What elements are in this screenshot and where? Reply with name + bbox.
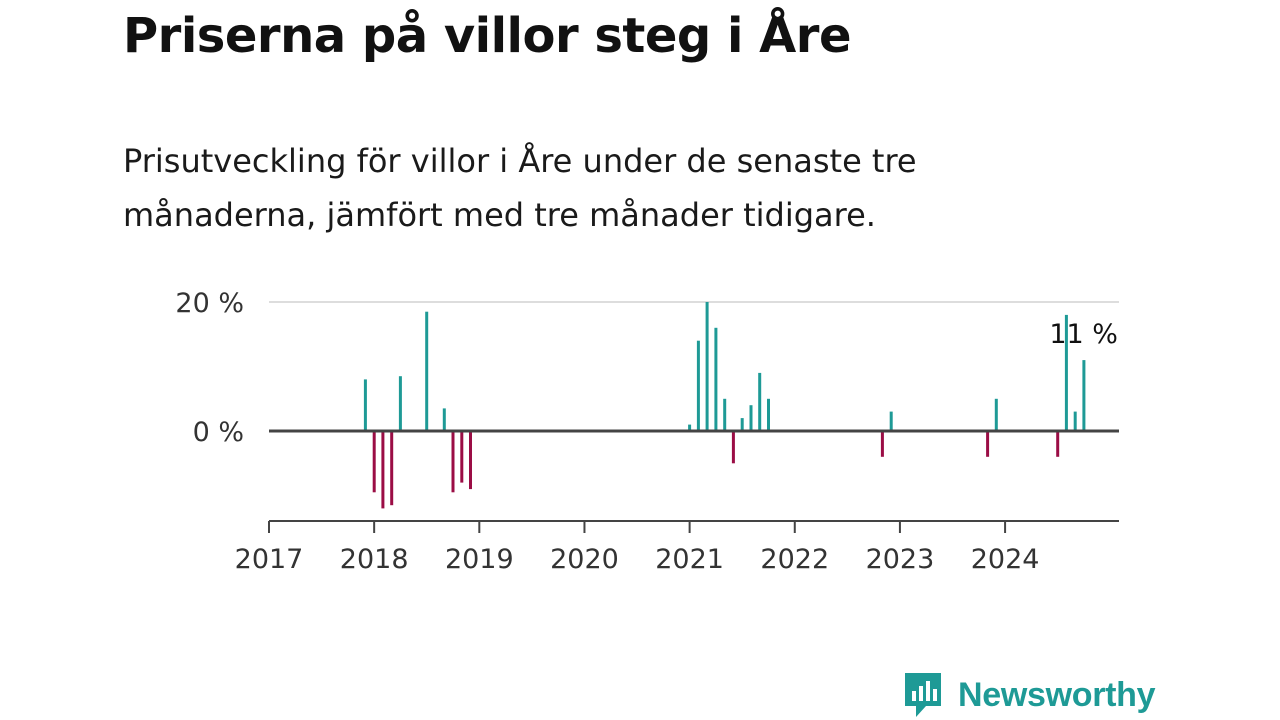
- x-tick-label: 2023: [866, 544, 935, 575]
- x-tick-label: 2022: [760, 544, 829, 575]
- y-tick-label: 0 %: [193, 417, 244, 448]
- bar-positive: [696, 340, 700, 431]
- bar-negative: [460, 431, 464, 483]
- bar-positive: [363, 379, 367, 431]
- bar-negative: [880, 431, 884, 457]
- newsworthy-logo: Newsworthy: [902, 670, 1156, 720]
- bar-positive: [705, 302, 709, 431]
- axis-layer: [268, 429, 1119, 533]
- bar-positive: [740, 418, 744, 431]
- bar-negative: [390, 431, 394, 506]
- bar-positive: [767, 398, 770, 432]
- x-tick-label: 2024: [971, 544, 1040, 575]
- bar-negative: [469, 431, 472, 490]
- bar-positive: [889, 411, 893, 431]
- latest-value-label: 11 %: [1049, 319, 1118, 350]
- bar-negative: [1056, 431, 1060, 457]
- x-tick-label: 2018: [340, 544, 409, 575]
- bar-positive: [758, 372, 762, 431]
- bar-negative: [731, 431, 735, 464]
- newsworthy-logo-text: Newsworthy: [958, 675, 1156, 714]
- bar-negative: [451, 431, 455, 493]
- bar-positive: [425, 311, 429, 431]
- bar-positive: [1082, 360, 1086, 432]
- bar-positive: [688, 424, 692, 432]
- bar-positive: [398, 376, 402, 431]
- bar-positive: [994, 398, 998, 432]
- bar-positive: [714, 327, 718, 431]
- bar-layer: [363, 302, 1086, 509]
- x-tick-label: 2020: [550, 544, 619, 575]
- bar-negative: [381, 431, 385, 509]
- x-tick-label: 2021: [655, 544, 724, 575]
- label-layer: 0 % 20 % 2017 2018 2019 2020 2021 2022 2023 2024 1…: [175, 288, 1118, 575]
- y-tick-label: 20 %: [175, 288, 244, 319]
- bar-positive: [1064, 314, 1068, 431]
- bar-positive: [442, 408, 446, 431]
- chart-subtitle: Prisutveckling för villor i Åre under de…: [123, 142, 917, 234]
- x-tick-label: 2019: [445, 544, 514, 575]
- bar-positive: [1073, 411, 1077, 431]
- bar-negative: [986, 431, 990, 457]
- bar-positive: [723, 398, 727, 432]
- newsworthy-logo-icon: [905, 673, 941, 717]
- page-title: Priserna på villor steg i Åre: [123, 8, 852, 64]
- bar-negative: [372, 431, 376, 493]
- bar-positive: [749, 405, 753, 431]
- x-tick-label: 2017: [235, 544, 304, 575]
